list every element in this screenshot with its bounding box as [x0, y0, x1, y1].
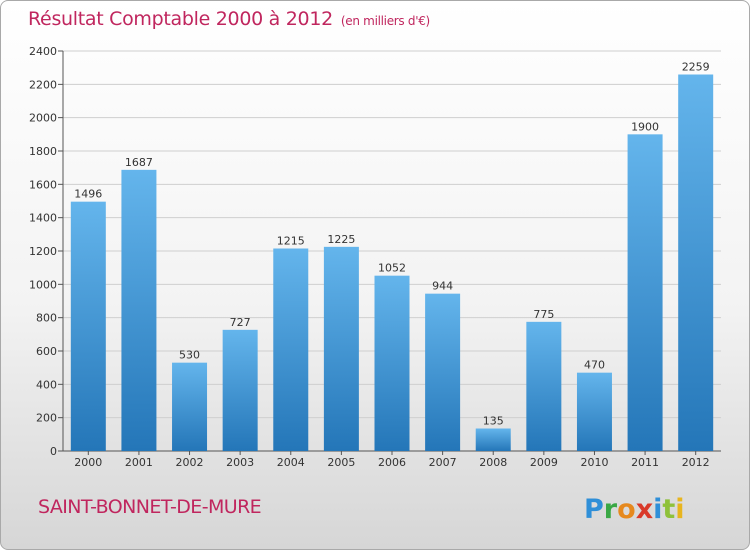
x-tick-label: 2010 [580, 456, 608, 469]
bar-2002 [172, 362, 208, 451]
bar-2000 [70, 201, 106, 451]
chart-title: Résultat Comptable 2000 à 2012 (en millie… [28, 8, 430, 30]
y-tick-label: 200 [36, 412, 57, 425]
y-tick-label: 2200 [29, 78, 57, 91]
title-text: Résultat Comptable 2000 à 2012 [28, 8, 333, 30]
x-tick-label: 2009 [530, 456, 558, 469]
svg-text:Proxiti: Proxiti [584, 494, 685, 525]
y-tick-label: 400 [36, 378, 57, 391]
data-label-2005: 1225 [327, 233, 355, 246]
data-label-2000: 1496 [74, 188, 102, 201]
bar-2009 [526, 321, 562, 451]
chart-subtitle: (en milliers d'€) [340, 14, 430, 28]
commune-name: SAINT-BONNET-DE-MURE [38, 496, 262, 518]
data-label-2008: 135 [483, 415, 504, 428]
y-tick-label: 1400 [29, 212, 57, 225]
x-tick-label: 2006 [378, 456, 406, 469]
data-label-2004: 1215 [277, 235, 305, 248]
x-tick-label: 2008 [479, 456, 507, 469]
bar-2005 [323, 246, 359, 451]
data-label-2009: 775 [533, 308, 554, 321]
y-tick-label: 1600 [29, 178, 57, 191]
x-tick-label: 2003 [226, 456, 254, 469]
x-tick-label: 2004 [277, 456, 305, 469]
bar-2006 [374, 275, 410, 451]
y-tick-label: 800 [36, 312, 57, 325]
x-tick-label: 2007 [429, 456, 457, 469]
x-tick-label: 2001 [125, 456, 153, 469]
bar-2001 [121, 169, 157, 452]
y-tick-label: 1000 [29, 278, 57, 291]
y-tick-label: 1800 [29, 145, 57, 158]
data-label-2007: 944 [432, 280, 453, 293]
bar-2011 [627, 134, 663, 452]
labels: 0 200 400 600 800 1000 1200 1400 1600 1800 2000 220… [29, 45, 710, 469]
data-label-2002: 530 [179, 349, 200, 362]
y-tick-label: 600 [36, 345, 57, 358]
x-tick-label: 2002 [176, 456, 204, 469]
x-tick-label: 2005 [327, 456, 355, 469]
bar-2008 [475, 428, 511, 451]
y-tick-label: 1200 [29, 245, 57, 258]
x-tick-label: 2000 [74, 456, 102, 469]
y-tick-label: 0 [50, 445, 57, 458]
bar-2010 [576, 372, 612, 451]
x-tick-label: 2012 [682, 456, 710, 469]
data-label-2001: 1687 [125, 156, 153, 169]
bar-2003 [222, 329, 258, 451]
x-tick-label: 2011 [631, 456, 659, 469]
data-label-2012: 2259 [682, 61, 710, 74]
bar-2012 [678, 74, 714, 451]
bar-2007 [425, 293, 461, 451]
data-label-2006: 1052 [378, 262, 406, 275]
data-label-2011: 1900 [631, 120, 659, 133]
bar-2004 [273, 248, 309, 451]
y-tick-label: 2400 [29, 45, 57, 58]
data-label-2010: 470 [584, 359, 605, 372]
bars [70, 74, 714, 452]
data-label-2003: 727 [230, 316, 251, 329]
y-tick-label: 2000 [29, 112, 57, 125]
proxiti-logo: Proxiti [584, 494, 685, 525]
